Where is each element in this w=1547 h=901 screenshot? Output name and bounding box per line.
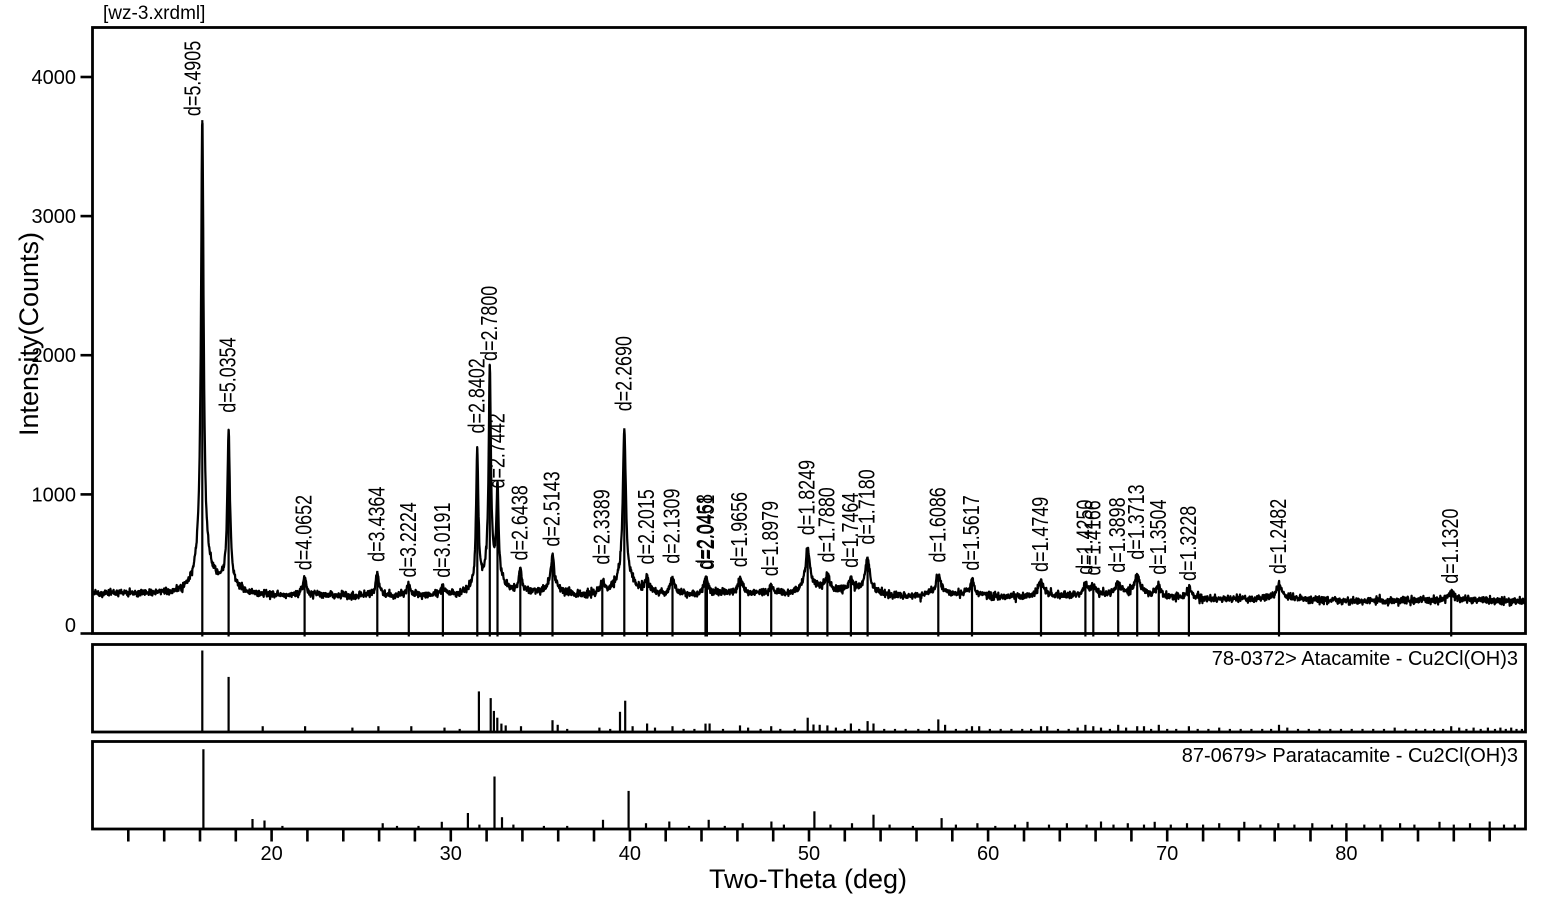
svg-text:70: 70 xyxy=(1156,843,1178,865)
svg-text:80: 80 xyxy=(1335,843,1357,865)
svg-text:d=2.6438: d=2.6438 xyxy=(507,485,533,560)
svg-text:d=2.1309: d=2.1309 xyxy=(659,489,685,564)
svg-text:87-0679> Paratacamite - Cu2Cl(: 87-0679> Paratacamite - Cu2Cl(OH)3 xyxy=(1182,745,1518,767)
svg-text:d=1.3713: d=1.3713 xyxy=(1124,484,1150,559)
svg-text:2000: 2000 xyxy=(32,345,77,367)
svg-text:d=1.4250: d=1.4250 xyxy=(1072,500,1098,575)
svg-text:d=2.2015: d=2.2015 xyxy=(634,489,660,564)
svg-text:[wz-3.xrdml]: [wz-3.xrdml] xyxy=(103,3,205,24)
svg-text:d=1.4166: d=1.4166 xyxy=(1080,500,1106,575)
svg-text:40: 40 xyxy=(619,843,641,865)
svg-text:1000: 1000 xyxy=(32,484,77,506)
svg-text:d=1.7464: d=1.7464 xyxy=(838,493,864,568)
svg-text:d=1.8979: d=1.8979 xyxy=(758,501,784,576)
svg-text:d=2.5143: d=2.5143 xyxy=(539,471,565,546)
svg-text:d=1.7180: d=1.7180 xyxy=(855,469,881,544)
svg-text:d=1.3898: d=1.3898 xyxy=(1105,497,1131,572)
svg-text:d=2.0468: d=2.0468 xyxy=(692,494,718,569)
svg-text:d=1.4749: d=1.4749 xyxy=(1028,497,1054,572)
svg-text:50: 50 xyxy=(798,843,820,865)
svg-text:60: 60 xyxy=(977,843,999,865)
svg-text:d=1.3504: d=1.3504 xyxy=(1146,500,1172,575)
svg-text:d=2.3389: d=2.3389 xyxy=(589,489,615,564)
svg-text:3000: 3000 xyxy=(32,206,77,228)
svg-text:Two-Theta (deg): Two-Theta (deg) xyxy=(709,864,907,894)
svg-text:d=1.7880: d=1.7880 xyxy=(814,487,840,562)
svg-text:d=1.3228: d=1.3228 xyxy=(1176,506,1202,581)
svg-text:d=1.9656: d=1.9656 xyxy=(727,492,753,567)
svg-text:Intensity(Counts): Intensity(Counts) xyxy=(14,232,44,436)
svg-text:d=2.2690: d=2.2690 xyxy=(611,336,637,411)
svg-text:d=3.0191: d=3.0191 xyxy=(430,503,456,578)
svg-text:d=1.8249: d=1.8249 xyxy=(795,460,821,535)
svg-text:d=2.7800: d=2.7800 xyxy=(477,286,503,361)
svg-text:d=1.5617: d=1.5617 xyxy=(959,495,985,570)
svg-text:d=5.4905: d=5.4905 xyxy=(180,41,206,116)
svg-text:d=1.2482: d=1.2482 xyxy=(1266,499,1292,574)
svg-text:78-0372> Atacamite - Cu2Cl(OH): 78-0372> Atacamite - Cu2Cl(OH)3 xyxy=(1212,648,1518,670)
svg-text:d=2.7442: d=2.7442 xyxy=(484,413,510,488)
svg-text:d=4.0652: d=4.0652 xyxy=(292,495,318,570)
svg-text:d=5.0354: d=5.0354 xyxy=(216,337,242,412)
svg-text:d=1.6086: d=1.6086 xyxy=(925,487,951,562)
svg-text:0: 0 xyxy=(65,615,76,637)
svg-text:d=2.0451: d=2.0451 xyxy=(694,495,720,570)
svg-text:d=2.8402: d=2.8402 xyxy=(464,358,490,433)
svg-text:20: 20 xyxy=(260,843,282,865)
svg-text:d=3.2224: d=3.2224 xyxy=(396,502,422,577)
svg-text:30: 30 xyxy=(440,843,462,865)
svg-text:d=3.4364: d=3.4364 xyxy=(364,487,390,562)
svg-text:d=1.1320: d=1.1320 xyxy=(1438,509,1464,584)
svg-text:4000: 4000 xyxy=(32,67,77,89)
